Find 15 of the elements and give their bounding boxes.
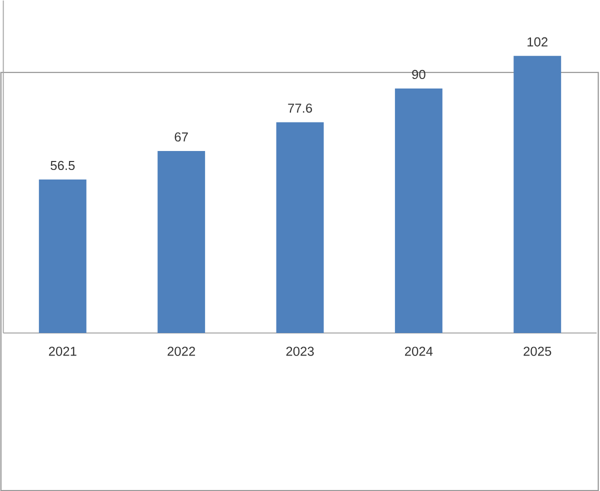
bar [514, 56, 562, 333]
x-tick-label: 2021 [48, 346, 76, 356]
x-tick-label: 2022 [168, 346, 196, 356]
x-tick-label: 2023 [286, 346, 314, 356]
data-label: 90 [412, 70, 426, 79]
data-label: 102 [528, 37, 548, 46]
data-label: 67 [174, 132, 188, 142]
bar [158, 150, 206, 333]
data-label: 56.5 [50, 160, 75, 170]
x-tick-label: 2024 [404, 346, 433, 356]
x-tick-label: 2025 [524, 346, 552, 356]
data-label: 77.6 [288, 104, 312, 113]
bar [394, 88, 442, 333]
bar [276, 122, 324, 333]
bar [38, 179, 86, 333]
